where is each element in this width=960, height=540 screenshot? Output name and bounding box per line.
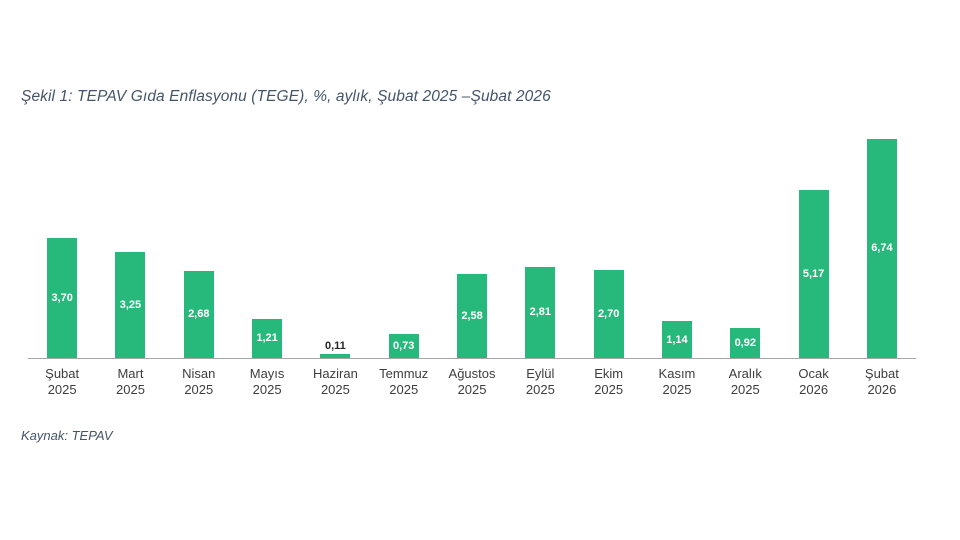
x-axis-label-year: 2025 <box>457 382 487 397</box>
x-axis-label: Nisan 2025 <box>165 359 233 398</box>
bar-value-label: 1,14 <box>666 333 688 346</box>
x-axis-label: Temmuz 2025 <box>370 359 438 398</box>
source-note: Kaynak: TEPAV <box>21 428 113 443</box>
x-axis-label: Aralık 2025 <box>711 359 779 398</box>
x-axis-label-year: 2025 <box>252 382 282 397</box>
x-axis-label-month: Aralık <box>728 366 762 381</box>
x-axis-label-month: Nisan <box>182 366 216 381</box>
x-axis-label-year: 2025 <box>184 382 214 397</box>
bar: 0,73 <box>388 334 419 358</box>
x-axis-label-month: Ekim <box>594 366 624 381</box>
x-axis-labels: Şubat 2025 Mart 2025 Nisan 2025 Mayıs 2025 Hazir… <box>28 359 916 398</box>
bar: 2,58 <box>457 274 488 358</box>
bar: 6,74 <box>866 138 897 358</box>
bar-column: 2,81 <box>506 130 574 358</box>
bar-value-label: 3,70 <box>51 291 73 304</box>
x-axis-label-month: Ocak <box>798 366 829 381</box>
x-axis-label-month: Şubat <box>864 366 899 381</box>
bar: 2,81 <box>525 266 556 358</box>
x-axis-label-year: 2025 <box>320 382 350 397</box>
x-axis-label-month: Eylül <box>526 366 555 381</box>
bar-value-label: 0,73 <box>393 340 415 353</box>
x-axis-label-year: 2026 <box>867 382 897 397</box>
bar-column: 3,70 <box>28 130 96 358</box>
x-axis-label-month: Temmuz <box>379 366 429 381</box>
bar-column: 2,70 <box>575 130 643 358</box>
bar-value-label: 0,11 <box>325 340 346 353</box>
x-axis-label: Ağustos 2025 <box>438 359 506 398</box>
bar: 0,11 <box>320 340 351 358</box>
x-axis-label-year: 2026 <box>799 382 829 397</box>
bar-column: 1,14 <box>643 130 711 358</box>
bar-column: 1,21 <box>233 130 301 358</box>
bar-column: 0,11 <box>301 130 369 358</box>
chart-title: Şekil 1: TEPAV Gıda Enflasyonu (TEGE), %… <box>21 88 551 105</box>
bar-value-label: 3,25 <box>119 299 142 312</box>
x-axis-label-month: Kasım <box>658 366 696 381</box>
x-axis-label: Ekim 2025 <box>575 359 643 398</box>
bar: 0,92 <box>730 328 761 358</box>
bar-value-label: 1,21 <box>256 332 278 345</box>
bar: 1,14 <box>661 321 692 358</box>
bar-value-label: 2,58 <box>461 310 483 323</box>
x-axis-label-month: Mayıs <box>249 366 285 381</box>
bar-value-label: 5,17 <box>802 268 825 280</box>
bar-value-label: 6,74 <box>871 242 893 255</box>
x-axis-label: Mayıs 2025 <box>233 359 301 398</box>
x-axis-label-year: 2025 <box>47 382 77 397</box>
x-axis-label: Eylül 2025 <box>506 359 574 398</box>
x-axis-label: Şubat 2025 <box>28 359 96 398</box>
bar-value-label: 2,81 <box>529 306 552 319</box>
bar-column: 3,25 <box>96 130 164 358</box>
x-axis-label-year: 2025 <box>662 382 692 397</box>
bar-value-label: 2,68 <box>188 308 210 321</box>
x-axis-label-year: 2025 <box>525 382 555 397</box>
x-axis-label-year: 2025 <box>730 382 760 397</box>
bar-value-label: 0,92 <box>734 337 756 350</box>
bar: 2,70 <box>593 270 624 358</box>
bar: 2,68 <box>183 270 214 358</box>
x-axis-label-year: 2025 <box>594 382 624 397</box>
x-axis-label: Kasım 2025 <box>643 359 711 398</box>
bar-column: 2,58 <box>438 130 506 358</box>
x-axis-label-month: Haziran <box>313 366 358 381</box>
bar-column: 6,74 <box>848 130 916 358</box>
chart-plot-area: 3,70 3,25 2,68 1,21 0,11 0,73 2,58 2,81 2,70 1,14… <box>28 130 916 359</box>
bar: 1,21 <box>252 318 283 358</box>
bar: 3,25 <box>115 252 146 358</box>
x-axis-label: Şubat 2026 <box>848 359 916 398</box>
bar-column: 5,17 <box>779 130 847 358</box>
bar: 5,17 <box>798 190 829 358</box>
x-axis-label-year: 2025 <box>116 382 145 397</box>
x-axis-label: Mart 2025 <box>96 359 164 398</box>
bar-column: 2,68 <box>165 130 233 358</box>
bar-column: 0,73 <box>370 130 438 358</box>
bar-chart: 3,70 3,25 2,68 1,21 0,11 0,73 2,58 2,81 2,70 1,14… <box>28 130 916 398</box>
bar: 3,70 <box>47 237 78 358</box>
bar-column: 0,92 <box>711 130 779 358</box>
x-axis-label-year: 2025 <box>389 382 419 397</box>
x-axis-label: Haziran 2025 <box>301 359 369 398</box>
x-axis-label-month: Ağustos <box>448 366 496 381</box>
x-axis-label: Ocak 2026 <box>779 359 847 398</box>
x-axis-label-month: Mart <box>117 366 144 381</box>
bar-value-label: 2,70 <box>597 308 620 321</box>
x-axis-label-month: Şubat <box>45 366 80 381</box>
